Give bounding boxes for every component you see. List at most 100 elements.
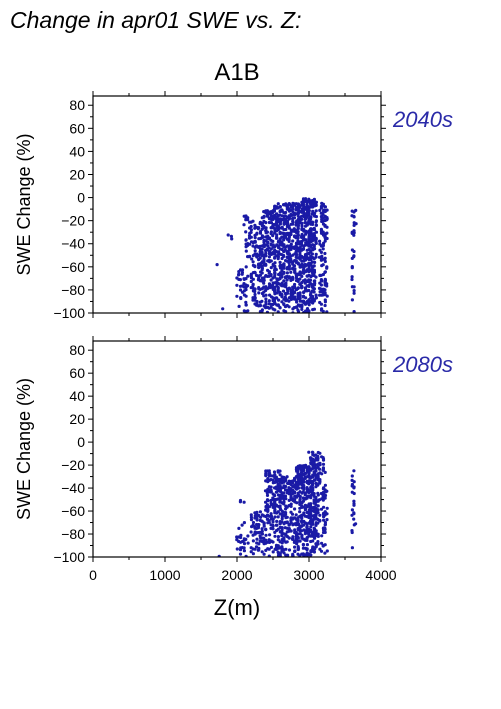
data-point	[309, 507, 313, 511]
data-point	[323, 205, 327, 209]
data-point	[296, 476, 300, 480]
data-point	[320, 219, 324, 224]
data-point	[274, 543, 279, 547]
data-point	[278, 276, 282, 280]
data-point	[273, 486, 277, 490]
data-point	[320, 534, 324, 538]
data-point	[249, 279, 253, 284]
data-point	[352, 310, 356, 313]
data-point	[244, 303, 248, 307]
data-point	[307, 258, 311, 262]
data-point	[285, 505, 289, 509]
data-point	[300, 524, 304, 528]
data-point	[305, 204, 309, 208]
data-point	[287, 486, 291, 490]
data-point	[291, 267, 295, 271]
data-point	[287, 216, 291, 220]
x-tick-label: 3000	[293, 567, 324, 583]
data-point	[253, 236, 257, 240]
data-point	[255, 231, 259, 235]
data-point	[312, 307, 316, 311]
data-point	[237, 272, 241, 276]
data-point	[321, 462, 326, 466]
scenario-label: A1B	[214, 59, 259, 86]
data-point	[296, 310, 301, 313]
data-point	[323, 218, 327, 222]
data-point	[267, 249, 271, 254]
data-point	[320, 497, 324, 501]
data-point	[323, 270, 327, 274]
data-point	[312, 290, 316, 294]
data-point	[322, 515, 326, 519]
data-point	[282, 238, 286, 242]
y-tick-label: −60	[61, 259, 85, 275]
data-point	[291, 307, 295, 311]
data-point	[307, 467, 311, 471]
data-point	[269, 539, 273, 543]
data-point	[253, 264, 257, 268]
data-point	[350, 248, 354, 252]
data-point	[286, 291, 290, 295]
data-point	[269, 512, 273, 516]
data-point	[249, 530, 253, 534]
data-point	[285, 521, 289, 525]
data-point	[285, 491, 289, 495]
data-point	[303, 221, 308, 225]
data-point	[301, 484, 306, 488]
data-point	[319, 549, 324, 553]
data-point	[280, 520, 284, 524]
data-point	[273, 500, 277, 504]
data-point	[276, 535, 280, 539]
scatter-points	[217, 450, 358, 557]
data-point	[309, 476, 313, 480]
data-point	[247, 255, 251, 259]
data-point	[323, 257, 327, 261]
data-point	[307, 482, 311, 486]
data-point	[253, 532, 257, 536]
data-point	[296, 465, 300, 469]
data-point	[310, 260, 314, 264]
data-point	[312, 550, 316, 554]
data-point	[258, 530, 262, 535]
data-point	[266, 477, 270, 481]
data-point	[352, 485, 356, 489]
data-point	[282, 484, 286, 488]
data-point	[295, 300, 299, 304]
data-point	[285, 271, 289, 275]
data-point	[294, 513, 298, 517]
data-point	[287, 536, 291, 540]
data-point	[318, 273, 322, 277]
data-point	[323, 224, 327, 228]
data-point	[276, 303, 280, 307]
data-point	[294, 494, 298, 498]
data-point	[287, 276, 291, 280]
data-point	[310, 285, 315, 289]
data-point	[303, 521, 308, 525]
data-point	[301, 299, 305, 303]
data-point	[262, 219, 266, 223]
data-point	[267, 554, 271, 557]
data-point	[264, 297, 268, 301]
data-point	[271, 283, 275, 287]
data-point	[311, 209, 315, 213]
data-point	[282, 303, 286, 307]
data-point	[292, 540, 296, 545]
data-point	[309, 229, 313, 233]
data-point	[267, 255, 271, 259]
data-point	[313, 279, 317, 283]
data-point	[249, 230, 253, 234]
data-point	[249, 546, 253, 550]
data-point	[319, 302, 323, 306]
data-point	[276, 310, 280, 313]
data-point	[307, 489, 311, 493]
data-point	[283, 295, 287, 299]
data-point	[301, 197, 306, 201]
data-point	[316, 508, 320, 512]
data-point	[307, 511, 311, 515]
data-point	[307, 552, 311, 556]
data-point	[242, 223, 246, 227]
data-point	[298, 539, 302, 543]
data-point	[311, 451, 315, 455]
data-point	[301, 552, 305, 556]
data-point	[313, 465, 317, 469]
